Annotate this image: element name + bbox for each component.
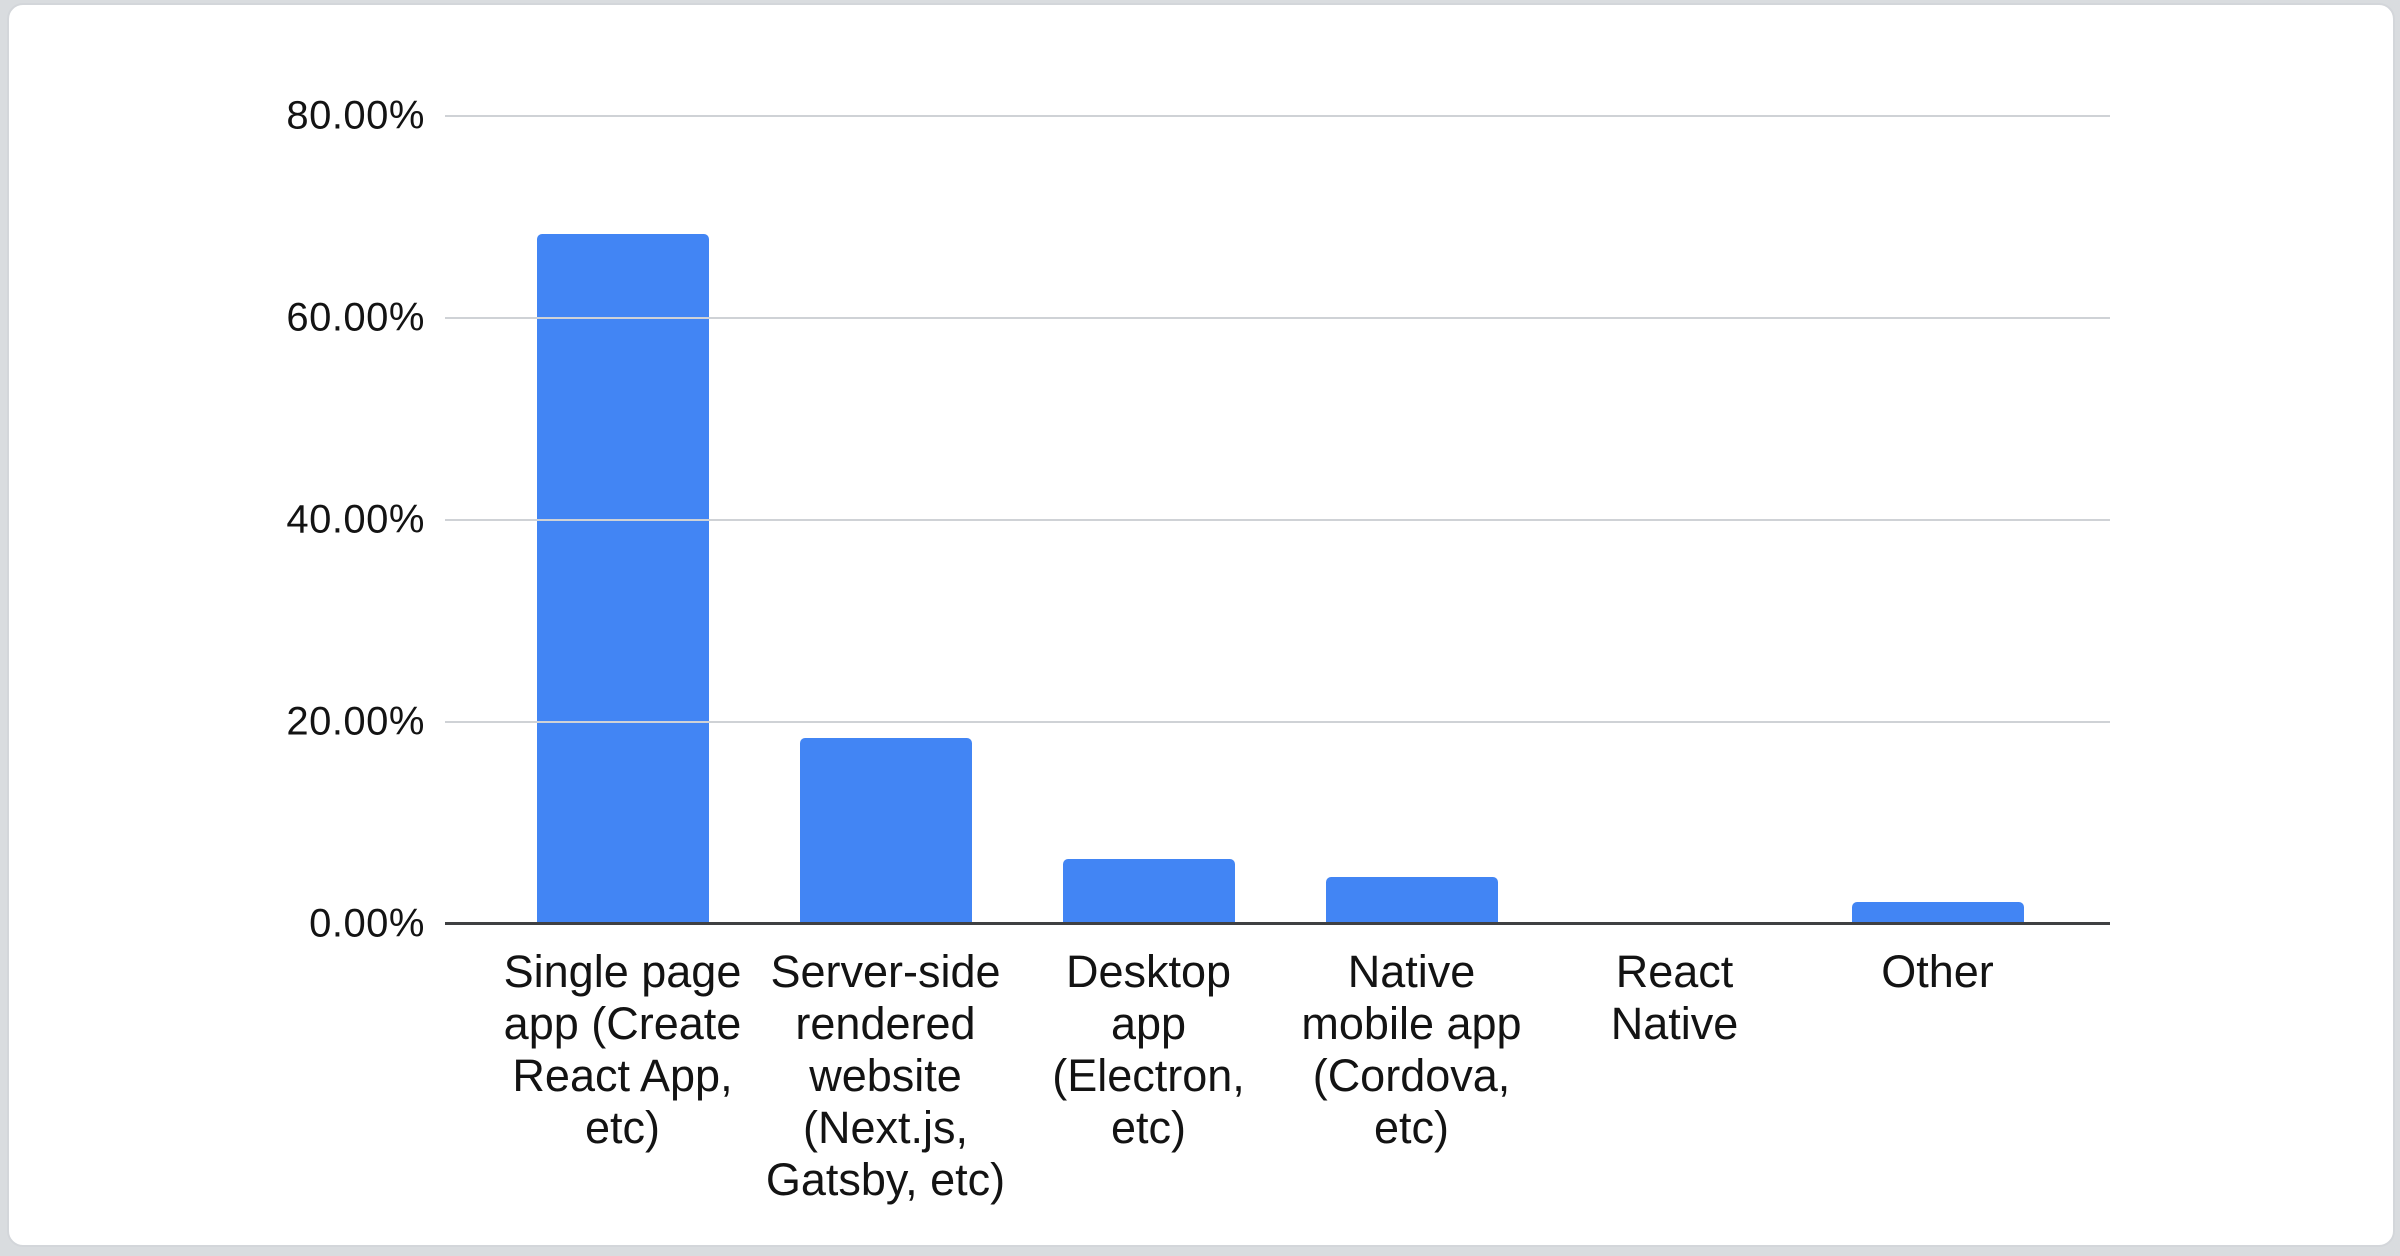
bar-band-server-side-rendered-website-next-js-gatsby-etc: [754, 116, 1017, 924]
x-axis-labels: Single page app (Create React App, etc) S…: [491, 946, 2069, 1206]
gridline-60: [445, 317, 2110, 319]
bar-other[interactable]: [1851, 901, 2024, 924]
bar-native-mobile-app-cordova-etc[interactable]: [1325, 876, 1498, 924]
x-category-label-desktop-app-electron-etc: Desktop app (Electron, etc): [1052, 946, 1245, 1153]
plot-area: [445, 115, 2110, 925]
x-category-label-other: Other: [1881, 946, 1994, 997]
x-category-label-single-page-app-create-react-app-etc: Single page app (Create React App, etc): [503, 946, 742, 1153]
y-tick-label-20: 20.00%: [286, 699, 425, 744]
bar-server-side-rendered-website-next-js-gatsby-etc[interactable]: [799, 738, 972, 924]
bar-band-desktop-app-electron-etc: [1017, 116, 1280, 924]
x-category-label-native-mobile-app-cordova-etc: Native mobile app (Cordova, etc): [1301, 946, 1522, 1153]
gridline-40: [445, 519, 2110, 521]
bar-band-other: [1806, 116, 2069, 924]
y-tick-label-0: 0.00%: [309, 901, 425, 946]
bar-single-page-app-create-react-app-etc[interactable]: [536, 234, 709, 924]
x-category-label-server-side-rendered-website-next-js-gatsby-etc: Server-side rendered website (Next.js, G…: [765, 946, 1006, 1205]
y-tick-label-40: 40.00%: [286, 497, 425, 542]
y-tick-label-60: 60.00%: [286, 295, 425, 340]
y-tick-label-80: 80.00%: [286, 93, 425, 138]
bar-band-single-page-app-create-react-app-etc: [491, 116, 754, 924]
gridline-20: [445, 721, 2110, 723]
chart-card: [7, 3, 2395, 1247]
bar-bands: [491, 116, 2069, 924]
x-category-label-react-native: React Native: [1610, 946, 1739, 1049]
gridline-80: [445, 115, 2110, 117]
bar-desktop-app-electron-etc[interactable]: [1062, 859, 1235, 924]
x-axis-line: [445, 922, 2110, 925]
bar-band-native-mobile-app-cordova-etc: [1280, 116, 1543, 924]
y-axis-labels: 80.00% 60.00% 40.00% 20.00% 0.00%: [0, 0, 425, 1256]
